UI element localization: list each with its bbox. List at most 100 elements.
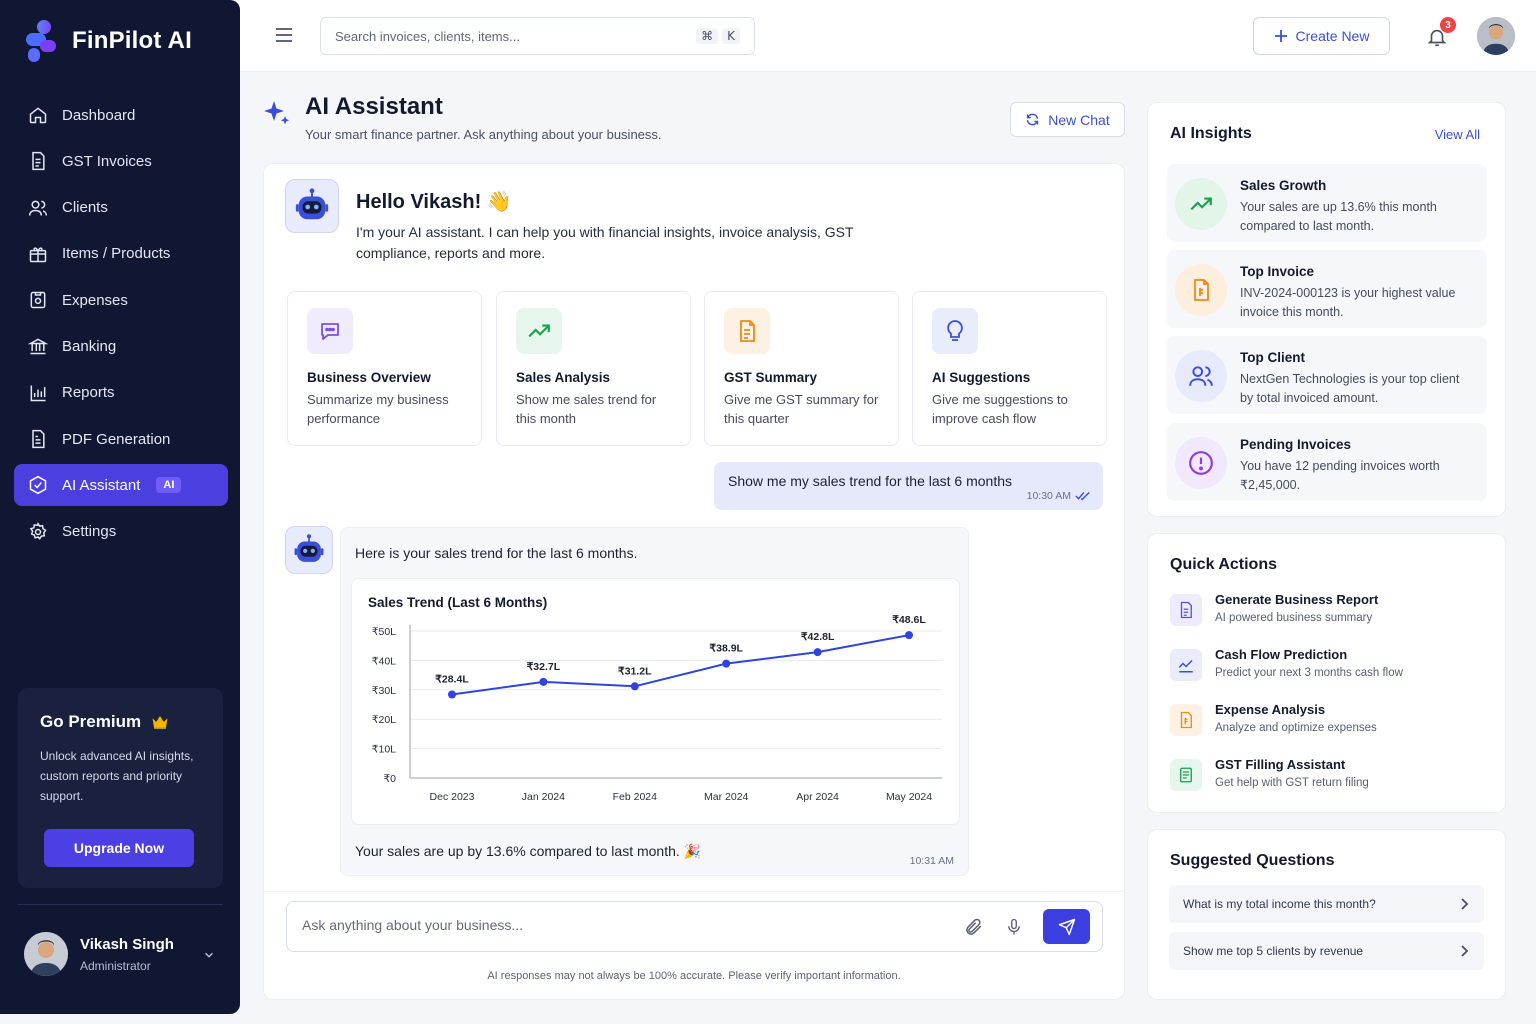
bot-message: Here is your sales trend for the last 6 …	[340, 527, 969, 876]
insight-title: Sales Growth	[1240, 178, 1327, 193]
upgrade-now-button[interactable]: Upgrade Now	[44, 829, 194, 867]
sidebar-item-expenses[interactable]: Expenses	[14, 279, 228, 321]
chart-title: Sales Trend (Last 6 Months)	[368, 595, 548, 610]
data-label: ₹28.4L	[435, 674, 469, 686]
paperclip-icon[interactable]	[964, 917, 984, 937]
data-label: ₹48.6L	[892, 614, 926, 626]
notification-count-badge: 3	[1440, 17, 1456, 33]
user-message: Show me my sales trend for the last 6 mo…	[714, 462, 1103, 510]
sidebar-item-pdf-generation[interactable]: PDF Generation	[14, 418, 228, 460]
suggestion-card-business-overview[interactable]: Business Overview Summarize my business …	[287, 291, 482, 446]
view-all-link[interactable]: View All	[1434, 127, 1480, 142]
refresh-icon	[1027, 113, 1039, 126]
quick-action-desc: Get help with GST return filing	[1215, 777, 1369, 789]
insight-desc: INV-2024-000123 is your highest value in…	[1240, 286, 1456, 319]
report-icon	[1170, 594, 1202, 626]
premium-title: Go Premium	[40, 712, 201, 732]
robot-icon	[294, 534, 324, 562]
quick-action-title: Cash Flow Prediction	[1215, 647, 1348, 662]
bot-message-time: 10:31 AM	[909, 855, 954, 867]
divider	[264, 891, 1124, 892]
series-line	[451, 634, 910, 696]
invoice-icon	[32, 152, 45, 171]
greeting: Hello Vikash! 👋	[356, 191, 512, 213]
search-input[interactable]	[335, 28, 693, 44]
quick-action-desc: Analyze and optimize expenses	[1215, 722, 1377, 734]
user-profile[interactable]: Vikash Singh Administrator	[24, 932, 220, 976]
sidebar-item-banking[interactable]: Banking	[14, 325, 228, 367]
ai-badge: AI	[156, 477, 182, 494]
sidebar-item-reports[interactable]: Reports	[14, 372, 228, 414]
trend-up-icon	[1175, 178, 1227, 230]
send-button[interactable]	[1043, 909, 1090, 944]
brand[interactable]: FinPilot AI	[26, 20, 192, 62]
users-icon	[1175, 350, 1227, 402]
y-tick-label: ₹10L	[372, 744, 396, 756]
suggested-question-text: Show me top 5 clients by revenue	[1183, 944, 1364, 958]
insight-pending-invoices[interactable]: Pending Invoices You have 12 pending inv…	[1167, 423, 1487, 501]
user-name: Vikash Singh	[80, 935, 174, 953]
invoice-icon	[1175, 264, 1227, 316]
suggestion-title: Business Overview	[307, 370, 431, 385]
sidebar-item-label: Banking	[62, 337, 117, 355]
insight-desc: Your sales are up 13.6% this month compa…	[1240, 200, 1437, 233]
insight-top-invoice[interactable]: Top Invoice INV-2024-000123 is your high…	[1167, 250, 1487, 328]
new-chat-button[interactable]: New Chat	[1010, 102, 1125, 137]
suggestion-card-gst-summary[interactable]: GST Summary Give me GST summary for this…	[704, 291, 899, 446]
sidebar-item-clients[interactable]: Clients	[14, 187, 228, 229]
suggestion-card-ai-suggestions[interactable]: AI Suggestions Give me suggestions to im…	[912, 291, 1107, 446]
ai-icon	[29, 476, 47, 495]
data-label: ₹31.2L	[618, 665, 652, 677]
suggested-question-item[interactable]: What is my total income this month?	[1169, 885, 1484, 923]
sidebar-item-dashboard[interactable]: Dashboard	[14, 94, 228, 136]
hamburger-menu-icon[interactable]	[274, 26, 294, 44]
quick-action-gst-filling[interactable]: GST Filling Assistant Get help with GST …	[1170, 757, 1480, 797]
sidebar-item-ai-assistant[interactable]: AI Assistant AI	[14, 464, 228, 507]
sidebar-item-gst-invoices[interactable]: GST Invoices	[14, 140, 228, 182]
quick-action-cash-flow[interactable]: Cash Flow Prediction Predict your next 3…	[1170, 647, 1480, 687]
pdf-icon	[32, 429, 45, 449]
chat-input[interactable]	[302, 917, 902, 933]
user-message-time: 10:30 AM	[1027, 490, 1091, 502]
trend-icon	[1170, 649, 1202, 681]
new-chat-label: New Chat	[1048, 111, 1110, 128]
avatar[interactable]	[1477, 17, 1515, 55]
suggestion-desc: Give me GST summary for this quarter	[724, 392, 879, 426]
sidebar: FinPilot AI Dashboard GST Invoices Clien…	[0, 0, 240, 1014]
insight-desc: NextGen Technologies is your top client …	[1240, 372, 1460, 405]
create-new-button[interactable]: Create New	[1253, 17, 1390, 55]
sidebar-item-items-products[interactable]: Items / Products	[14, 233, 228, 275]
sidebar-item-label: Expenses	[62, 291, 128, 309]
brand-name: FinPilot AI	[72, 27, 192, 54]
quick-action-desc: AI powered business summary	[1215, 612, 1373, 624]
page-subtitle: Your smart finance partner. Ask anything…	[305, 127, 662, 142]
sidebar-item-label: AI Assistant	[62, 476, 141, 494]
x-tick-label: Mar 2024	[704, 791, 749, 803]
insight-sales-growth[interactable]: Sales Growth Your sales are up 13.6% thi…	[1167, 164, 1487, 242]
sidebar-item-label: GST Invoices	[62, 152, 152, 170]
suggestion-title: Sales Analysis	[516, 370, 611, 385]
chart-canvas: ₹0 ₹10L ₹20L ₹30L ₹40L ₹50L Dec 2023 Jan 2024 Fe…	[372, 614, 942, 803]
sidebar-divider	[18, 904, 223, 905]
chat-panel: Hello Vikash! 👋 I'm your AI assistant. I…	[263, 163, 1125, 1000]
bank-icon	[28, 338, 48, 355]
gst-icon	[1170, 759, 1202, 791]
x-tick-label: Jan 2024	[522, 791, 565, 803]
quick-action-expense-analysis[interactable]: Expense Analysis Analyze and optimize ex…	[1170, 702, 1480, 742]
chevron-down-icon[interactable]	[202, 948, 216, 962]
suggested-questions-title: Suggested Questions	[1170, 852, 1335, 869]
sidebar-item-label: Dashboard	[62, 106, 136, 124]
sidebar-item-settings[interactable]: Settings	[14, 511, 228, 553]
microphone-icon[interactable]	[1005, 917, 1023, 937]
insight-top-client[interactable]: Top Client NextGen Technologies is your …	[1167, 336, 1487, 414]
quick-action-generate-report[interactable]: Generate Business Report AI powered busi…	[1170, 592, 1480, 632]
trend-up-icon	[516, 308, 562, 354]
x-tick-label: Feb 2024	[613, 791, 658, 803]
x-tick-label: May 2024	[886, 791, 932, 803]
bell-icon[interactable]	[1426, 26, 1448, 48]
suggestion-desc: Give me suggestions to improve cash flow	[932, 392, 1068, 426]
chevron-right-icon	[1461, 898, 1469, 910]
users-icon	[28, 200, 48, 216]
suggestion-card-sales-analysis[interactable]: Sales Analysis Show me sales trend for t…	[496, 291, 691, 446]
suggested-question-item[interactable]: Show me top 5 clients by revenue	[1169, 932, 1484, 970]
